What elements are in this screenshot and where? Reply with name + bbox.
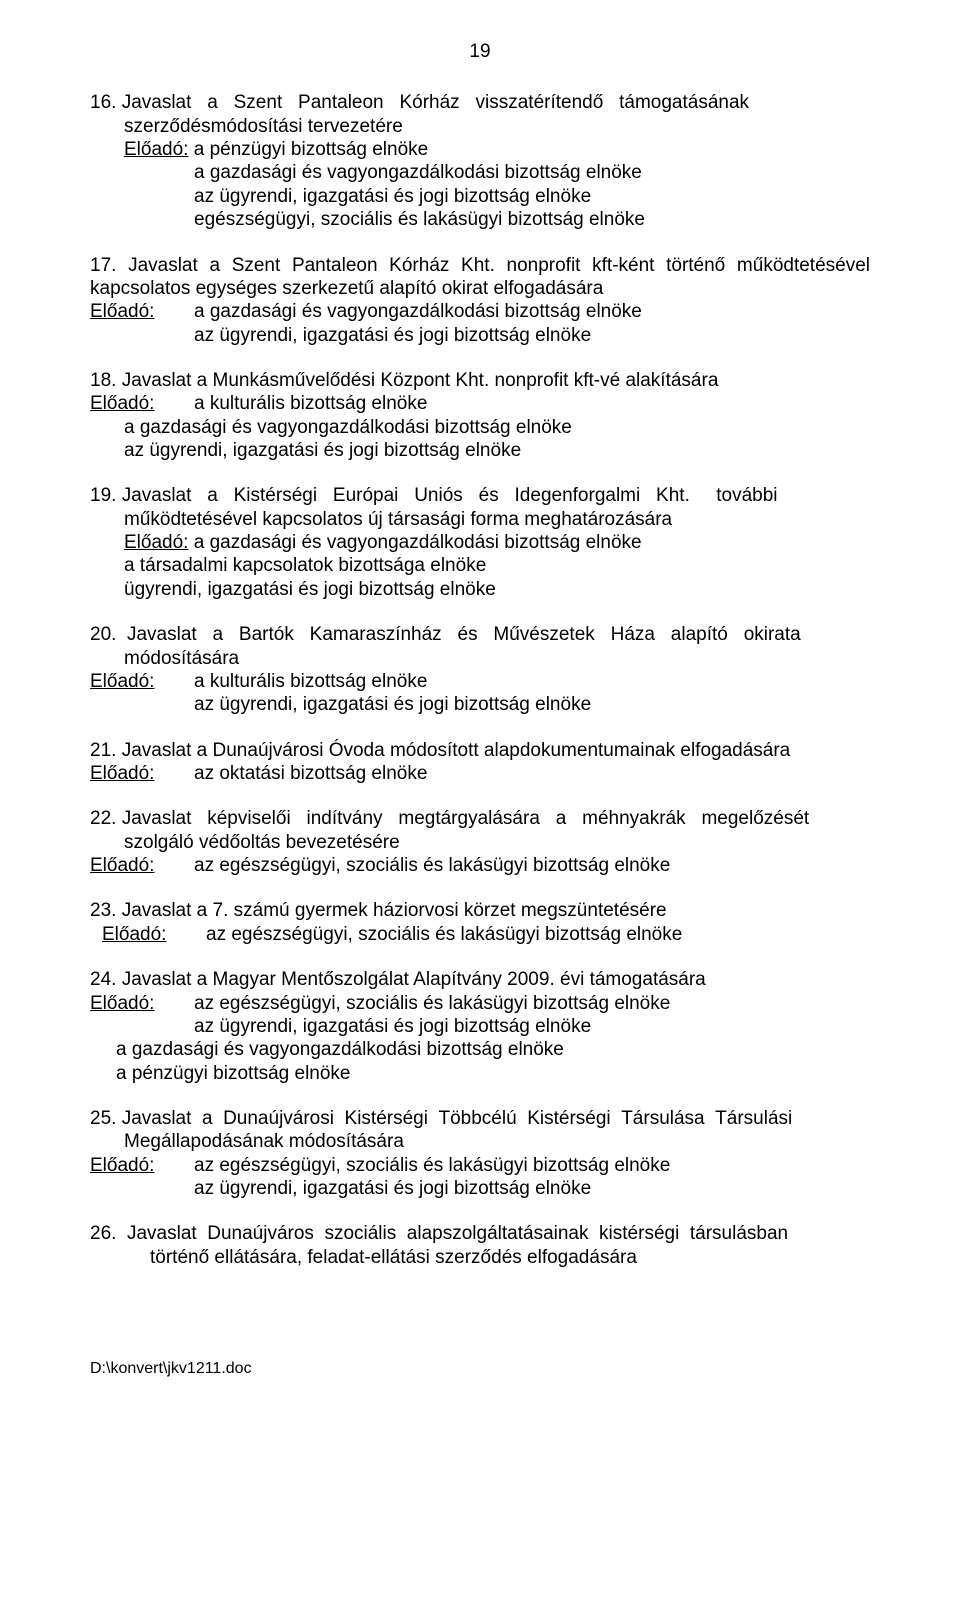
agenda-item-24: 24. Javaslat a Magyar Mentőszolgálat Ala…: [90, 968, 870, 1085]
presenter-text: az egészségügyi, szociális és lakásügyi …: [194, 854, 670, 877]
item-title: 21. Javaslat a Dunaújvárosi Óvoda módosí…: [90, 739, 870, 762]
item-title: 18. Javaslat a Munkásművelődési Központ …: [90, 369, 870, 392]
eloado-label: Előadó:: [90, 301, 154, 322]
item-title: 25. Javaslat a Dunaújvárosi Kistérségi T…: [90, 1107, 870, 1154]
eloado-label: Előadó:: [90, 763, 154, 784]
eloado-label: Előadó:: [90, 671, 154, 692]
presenter-text: a gazdasági és vagyongazdálkodási bizott…: [194, 300, 642, 323]
item-title: 23. Javaslat a 7. számú gyermek háziorvo…: [90, 899, 870, 922]
presenter-line: Előadó: az oktatási bizottság elnöke: [90, 762, 870, 785]
agenda-item-19: 19. Javaslat a Kistérségi Európai Uniós …: [90, 484, 870, 601]
presenter-extra: az ügyrendi, igazgatási és jogi bizottsá…: [90, 324, 870, 347]
presenter-extra: az ügyrendi, igazgatási és jogi bizottsá…: [90, 1177, 870, 1200]
presenter-extra: egészségügyi, szociális és lakásügyi biz…: [90, 208, 870, 231]
eloado-label: Előadó:: [90, 1155, 154, 1176]
presenter-text: az egészségügyi, szociális és lakásügyi …: [206, 923, 682, 946]
document-page: 19 16. Javaslat a Szent Pantaleon Kórház…: [0, 0, 960, 1613]
item-title: 22. Javaslat képviselői indítvány megtár…: [90, 807, 870, 854]
presenter-text: a kulturális bizottság elnöke: [194, 392, 427, 415]
presenter-extra: a gazdasági és vagyongazdálkodási bizott…: [90, 1038, 870, 1061]
item-title: 17. Javaslat a Szent Pantaleon Kórház Kh…: [90, 254, 870, 301]
page-number: 19: [90, 40, 870, 63]
presenter-text: a pénzügyi bizottság elnöke: [194, 139, 429, 160]
presenter-extra: az ügyrendi, igazgatási és jogi bizottsá…: [90, 185, 870, 208]
item-title: 26. Javaslat Dunaújváros szociális alaps…: [90, 1222, 870, 1269]
item-title: 20. Javaslat a Bartók Kamaraszínház és M…: [90, 623, 870, 670]
agenda-item-17: 17. Javaslat a Szent Pantaleon Kórház Kh…: [90, 254, 870, 347]
agenda-item-20: 20. Javaslat a Bartók Kamaraszínház és M…: [90, 623, 870, 716]
eloado-label: Előadó:: [90, 993, 154, 1014]
presenter-line: Előadó: az egészségügyi, szociális és la…: [90, 1154, 870, 1177]
agenda-item-18: 18. Javaslat a Munkásművelődési Központ …: [90, 369, 870, 462]
presenter-line: Előadó: az egészségügyi, szociális és la…: [90, 854, 870, 877]
presenter-extra: a gazdasági és vagyongazdálkodási bizott…: [90, 161, 870, 184]
presenter-line: Előadó: a kulturális bizottság elnöke: [90, 670, 870, 693]
agenda-item-25: 25. Javaslat a Dunaújvárosi Kistérségi T…: [90, 1107, 870, 1200]
presenter-text: a kulturális bizottság elnöke: [194, 670, 427, 693]
presenter-extra: az ügyrendi, igazgatási és jogi bizottsá…: [90, 1015, 870, 1038]
eloado-label: Előadó:: [124, 139, 188, 160]
presenter-extra: ügyrendi, igazgatási és jogi bizottság e…: [90, 578, 870, 601]
item-title: 19. Javaslat a Kistérségi Európai Uniós …: [90, 484, 870, 531]
eloado-label: Előadó:: [90, 393, 154, 414]
presenter-line: Előadó: a gazdasági és vagyongazdálkodás…: [90, 531, 870, 554]
footer-path: D:\konvert\jkv1211.doc: [90, 1359, 870, 1379]
agenda-item-21: 21. Javaslat a Dunaújvárosi Óvoda módosí…: [90, 739, 870, 786]
eloado-label: Előadó:: [124, 532, 188, 553]
eloado-label: Előadó:: [90, 855, 154, 876]
item-title: 24. Javaslat a Magyar Mentőszolgálat Ala…: [90, 968, 870, 991]
presenter-line: Előadó: a gazdasági és vagyongazdálkodás…: [90, 300, 870, 323]
agenda-item-16: 16. Javaslat a Szent Pantaleon Kórház vi…: [90, 91, 870, 231]
presenter-text: az oktatási bizottság elnöke: [194, 762, 427, 785]
presenter-line: Előadó: az egészségügyi, szociális és la…: [90, 992, 870, 1015]
presenter-text: a gazdasági és vagyongazdálkodási bizott…: [194, 532, 642, 553]
agenda-item-22: 22. Javaslat képviselői indítvány megtár…: [90, 807, 870, 877]
presenter-text: az egészségügyi, szociális és lakásügyi …: [194, 1154, 670, 1177]
eloado-label: Előadó:: [102, 924, 166, 945]
agenda-item-23: 23. Javaslat a 7. számú gyermek háziorvo…: [90, 899, 870, 946]
presenter-line: Előadó: a pénzügyi bizottság elnöke: [90, 138, 870, 161]
presenter-line: Előadó: a kulturális bizottság elnöke: [90, 392, 870, 415]
presenter-extra: a pénzügyi bizottság elnöke: [90, 1062, 870, 1085]
presenter-extra: a társadalmi kapcsolatok bizottsága elnö…: [90, 554, 870, 577]
presenter-extra: a gazdasági és vagyongazdálkodási bizott…: [90, 416, 870, 439]
presenter-line: Előadó: az egészségügyi, szociális és la…: [90, 923, 870, 946]
presenter-text: az egészségügyi, szociális és lakásügyi …: [194, 992, 670, 1015]
agenda-item-26: 26. Javaslat Dunaújváros szociális alaps…: [90, 1222, 870, 1269]
presenter-extra: az ügyrendi, igazgatási és jogi bizottsá…: [90, 439, 870, 462]
item-title: 16. Javaslat a Szent Pantaleon Kórház vi…: [90, 91, 870, 138]
presenter-extra: az ügyrendi, igazgatási és jogi bizottsá…: [90, 693, 870, 716]
